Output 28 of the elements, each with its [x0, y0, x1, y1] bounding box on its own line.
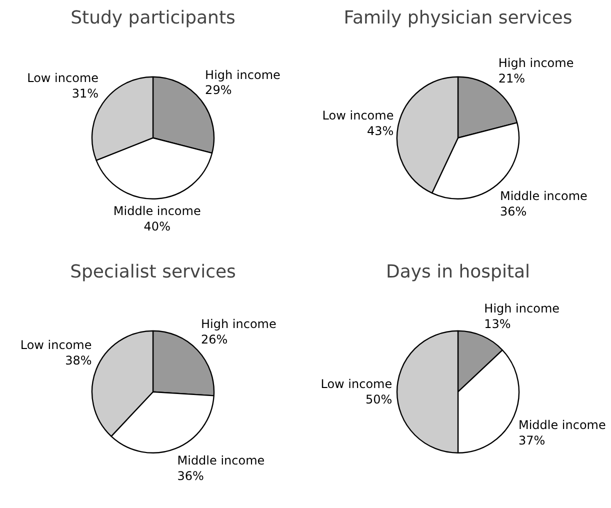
slice-label: Middle income [518, 418, 606, 432]
slice-label: High income [201, 317, 276, 332]
slice-label: Middle income [113, 204, 201, 218]
data-label: 26% [201, 332, 228, 346]
slice-label: Low income [20, 338, 92, 352]
data-label: 21% [498, 71, 526, 86]
chart-title: Days in hospital [386, 262, 530, 282]
data-label: 31% [72, 86, 99, 101]
data-label: 50% [365, 392, 392, 407]
chart-title: Study participants [70, 8, 236, 28]
slice-label: High income [484, 302, 560, 316]
slice-label: Low income [322, 108, 394, 123]
slice-label: High income [205, 68, 280, 82]
slice-label: High income [498, 56, 574, 70]
data-label: 36% [177, 468, 204, 483]
slice-label: Middle income [177, 454, 265, 468]
data-label: 43% [367, 124, 394, 138]
slice-label: Low income [320, 377, 392, 392]
slice-label: Low income [27, 71, 99, 86]
data-label: 29% [205, 83, 232, 98]
data-label: 36% [500, 204, 527, 218]
slice-label: Middle income [500, 188, 588, 203]
chart-title: Family physician services [344, 8, 572, 28]
data-label: 13% [484, 317, 511, 332]
data-label: 37% [518, 434, 546, 448]
data-label: 38% [65, 353, 92, 368]
chart-title: Specialist services [70, 262, 236, 282]
data-label: 40% [144, 219, 170, 234]
